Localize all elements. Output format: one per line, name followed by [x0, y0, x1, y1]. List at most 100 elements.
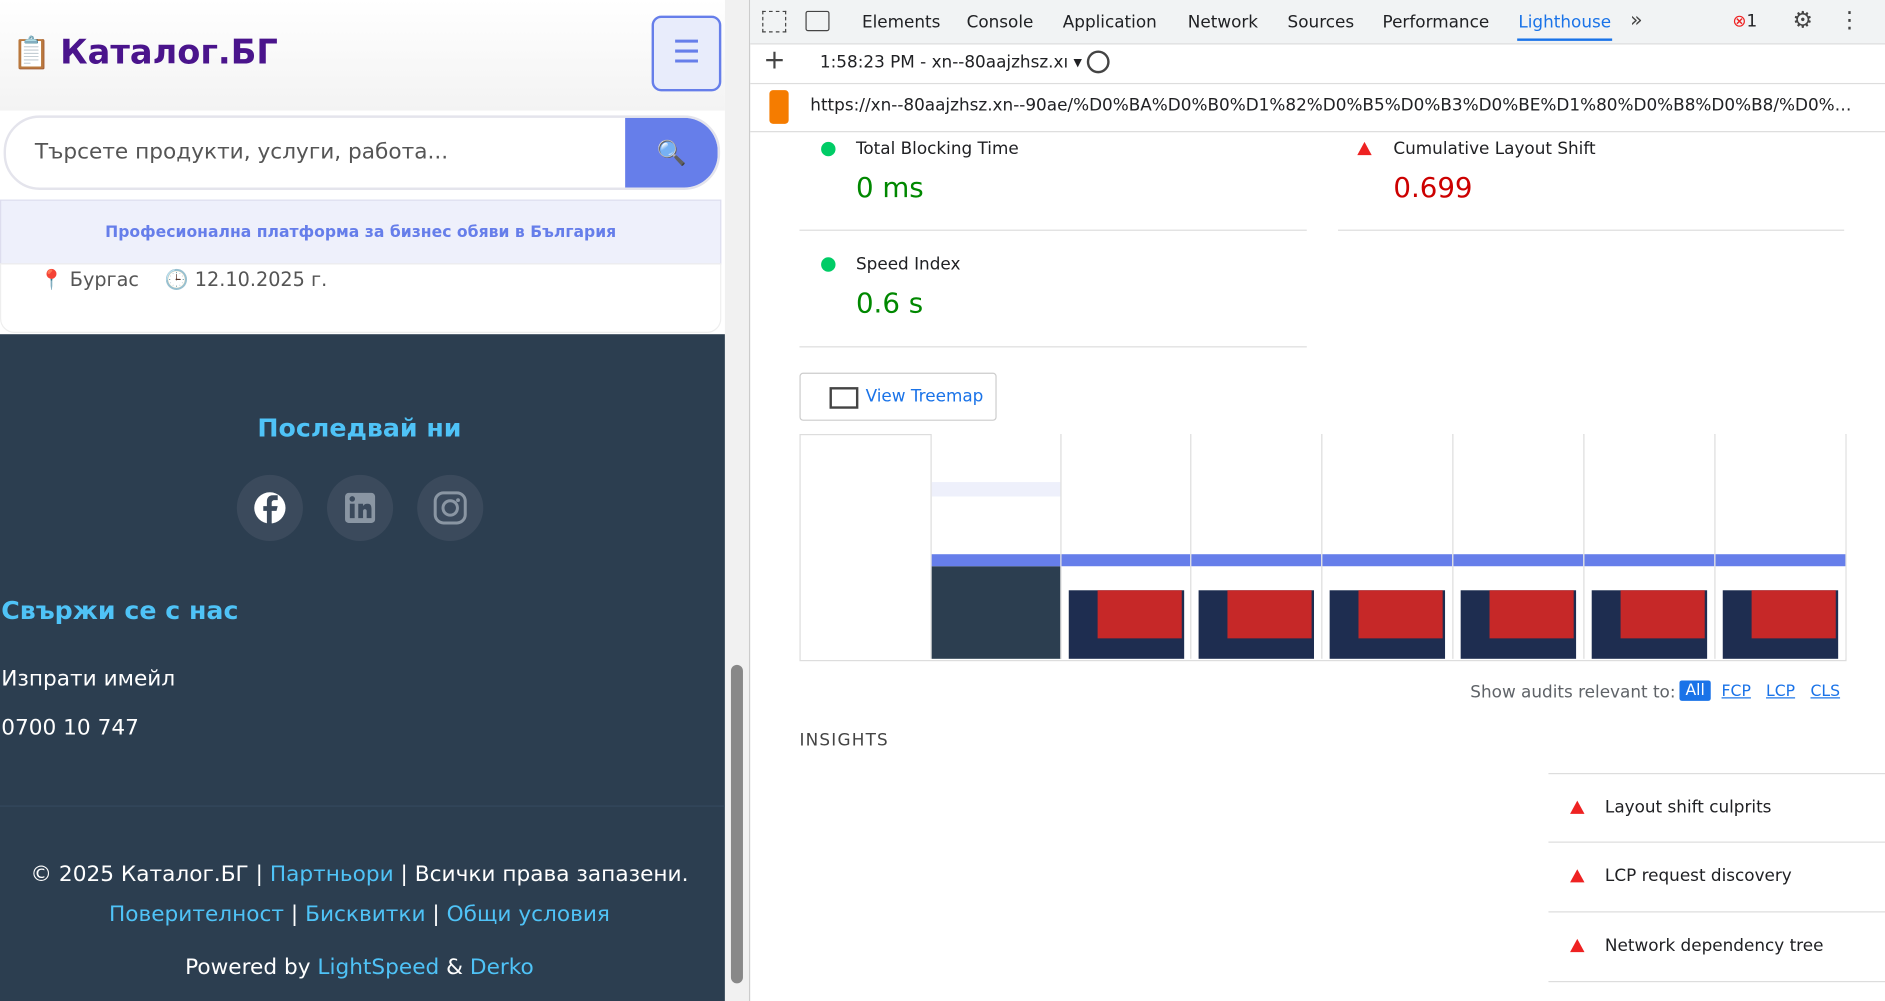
insight[interactable]: Layout shift culprits⌄: [1548, 773, 1885, 843]
tab[interactable]: Application: [1062, 13, 1157, 33]
date: 🕒 12.10.2025 г.: [164, 268, 328, 291]
separator: |: [290, 901, 299, 927]
separator: |: [400, 861, 408, 888]
search-placeholder: Търсете продукти, услуги, работа...: [34, 139, 449, 165]
logo-icon: 📋: [12, 36, 51, 73]
separator: |: [255, 861, 263, 888]
amp: &: [446, 954, 464, 980]
lightspeed-link[interactable]: LightSpeed: [317, 954, 440, 980]
rights: Всички права запазени.: [414, 861, 689, 888]
terms-link[interactable]: Общи условия: [446, 901, 610, 927]
tab-bar: Elements Console Application Network Sou…: [750, 0, 1885, 45]
location: 📍 Бургас: [39, 268, 140, 291]
footer-line-2: Поверителност | Бисквитки | Общи условия: [0, 902, 719, 927]
location-text: Бургас: [69, 268, 140, 291]
devtools: Elements Console Application Network Sou…: [748, 0, 1885, 1001]
error-count: 1: [1746, 12, 1758, 32]
device-icon[interactable]: [805, 10, 830, 32]
more-tabs[interactable]: »: [1630, 8, 1643, 33]
frame: [1714, 433, 1846, 659]
menu-button[interactable]: ☰: [651, 15, 722, 92]
tab[interactable]: Console: [966, 13, 1034, 33]
insight[interactable]: LCP request discovery⌄: [1548, 841, 1885, 912]
fail-icon: [1570, 938, 1585, 953]
cookies-link[interactable]: Бисквитки: [305, 901, 426, 927]
settings[interactable]: ⚙: [1792, 7, 1813, 34]
filter-all[interactable]: All: [1679, 680, 1711, 701]
scroll-thumb[interactable]: [730, 664, 743, 984]
fail-icon: [1570, 869, 1585, 883]
footer: Последвай ни Свържи се с нас Изпрати име…: [0, 334, 725, 1001]
filter[interactable]: FCP: [1721, 682, 1751, 701]
search-button[interactable]: 🔍: [625, 117, 718, 188]
facebook[interactable]: [236, 474, 303, 541]
tagline: Професионална платформа за бизнес обяви …: [105, 223, 617, 242]
fail-icon: [1357, 141, 1372, 156]
frame: [930, 433, 1062, 659]
menu[interactable]: ⋮: [1838, 7, 1862, 34]
divider: [799, 229, 1307, 231]
filter-label: Show audits relevant to:: [1470, 682, 1676, 703]
contact-title: Свържи се с нас: [1, 596, 239, 626]
insight[interactable]: Network dependency tree⌄: [1548, 911, 1885, 983]
separator: |: [432, 901, 440, 927]
privacy-link[interactable]: Поверителност: [108, 901, 285, 927]
report-bar: + 1:58:23 PM - xn--80aajzhsz.xı ▾: [750, 43, 1885, 85]
tab[interactable]: Performance: [1382, 13, 1490, 33]
clear-icon[interactable]: [1086, 50, 1110, 74]
frame: [1321, 433, 1453, 659]
metric-name: Cumulative Layout Shift: [1393, 139, 1596, 159]
new-report[interactable]: +: [763, 45, 786, 76]
divider: [799, 346, 1307, 348]
partners-link[interactable]: Партньори: [269, 861, 394, 888]
metric-value: 0.699: [1393, 173, 1473, 205]
treemap-icon: [829, 387, 859, 409]
search-box[interactable]: Търсете продукти, услуги, работа... 🔍: [3, 115, 721, 190]
frame: [1452, 433, 1584, 659]
insight-title: Layout shift culprits: [1604, 798, 1772, 818]
date-text: 12.10.2025 г.: [194, 268, 328, 291]
metric-name: Total Blocking Time: [855, 139, 1019, 159]
tab[interactable]: Network: [1187, 13, 1259, 33]
error-icon: ⊗: [1732, 12, 1747, 32]
frame: [1060, 433, 1192, 659]
filter[interactable]: CLS: [1810, 682, 1841, 701]
tab[interactable]: Elements: [861, 13, 941, 33]
copyright: © 2025 Каталог.БГ: [30, 861, 249, 888]
tab[interactable]: Sources: [1287, 13, 1355, 33]
contact-phone[interactable]: 0700 10 747: [1, 715, 139, 741]
listing-card[interactable]: 📍 Бургас 🕒 12.10.2025 г.: [0, 263, 722, 334]
filter[interactable]: LCP: [1766, 682, 1796, 701]
treemap-button[interactable]: View Treemap: [799, 372, 997, 421]
report-select[interactable]: 1:58:23 PM - xn--80aajzhsz.xı ▾: [819, 52, 1082, 73]
brand[interactable]: Каталог.БГ: [60, 32, 278, 73]
instagram-icon: [433, 491, 467, 525]
url-bar: https://xn--80aajzhsz.xn--90ae/%D0%BA%D0…: [750, 83, 1885, 133]
lighthouse-icon: [769, 90, 789, 124]
report-time: 1:58:23 PM - xn--80aajzhsz.xı: [819, 52, 1069, 73]
inspect-icon[interactable]: [762, 10, 787, 33]
pass-dot: [821, 257, 836, 272]
url: https://xn--80aajzhsz.xn--90ae/%D0%BA%D0…: [810, 96, 1857, 116]
insight-title: Network dependency tree: [1604, 936, 1824, 956]
tab-active[interactable]: Lighthouse: [1517, 13, 1613, 41]
insights-title: INSIGHTS: [799, 730, 889, 751]
metric-value: 0 ms: [855, 173, 924, 205]
frame: [1190, 433, 1322, 659]
follow-title: Последвай ни: [257, 413, 462, 443]
linkedin-icon: [345, 492, 376, 523]
metric-name: Speed Index: [855, 254, 961, 275]
derko-link[interactable]: Derko: [469, 954, 534, 980]
frame: [1583, 433, 1715, 659]
insight-title: LCP request discovery: [1604, 866, 1792, 887]
instagram[interactable]: [417, 474, 484, 541]
pass-dot: [821, 141, 836, 157]
metric-value: 0.6 s: [855, 288, 924, 320]
contact-email[interactable]: Изпрати имейл: [1, 666, 176, 692]
error-badge[interactable]: ⊗1: [1732, 12, 1757, 31]
footer-line-3: Powered by LightSpeed & Derko: [0, 955, 719, 980]
linkedin[interactable]: [326, 474, 394, 541]
scrollbar[interactable]: [724, 0, 749, 1001]
facebook-icon: [254, 492, 286, 525]
